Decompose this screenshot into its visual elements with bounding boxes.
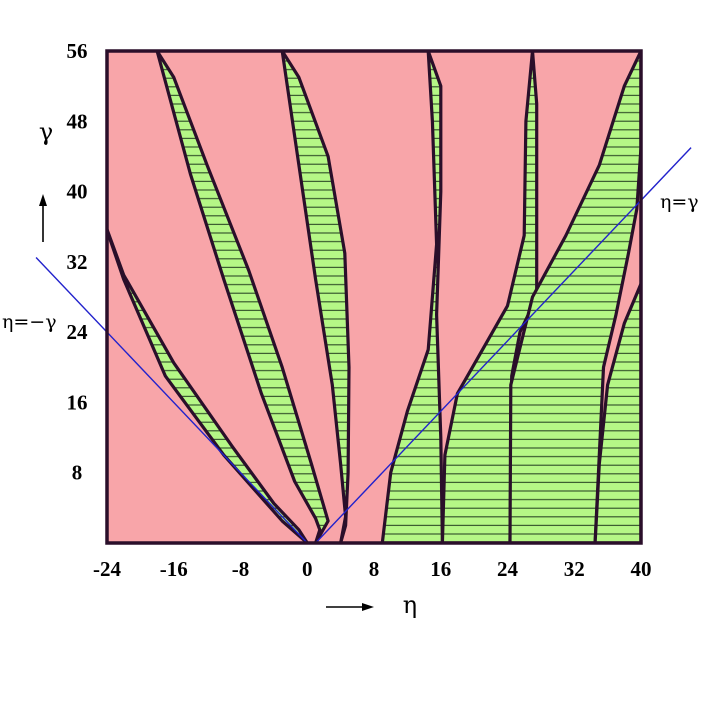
plot-frame [105, 49, 643, 545]
band-region-2 [155, 51, 330, 543]
y-tick-label: 24 [67, 320, 89, 344]
x-tick-label: 8 [369, 557, 380, 581]
x-tick-label: 16 [430, 557, 451, 581]
band-region-3 [280, 51, 351, 543]
band-region-7 [593, 282, 641, 543]
y-tick-label: 48 [67, 109, 88, 133]
x-axis-label: η [403, 591, 417, 619]
x-tick-label: 40 [631, 557, 652, 581]
y-tick-label: 40 [67, 180, 88, 204]
x-tick-label: -24 [93, 557, 121, 581]
x-axis-arrow [326, 603, 374, 611]
line-label-eta-equals-gamma: η=γ [660, 191, 699, 213]
line-label-eta-equals-minus-gamma: η=−γ [2, 311, 57, 333]
x-tick-label: -16 [160, 557, 188, 581]
x-tick-label: 24 [497, 557, 519, 581]
y-tick-labels: 8 16 24 32 40 48 56 [67, 39, 89, 485]
x-tick-labels: -24 -16 -8 0 8 16 24 32 40 [93, 557, 652, 581]
line-eta-equals-minus-gamma [35, 256, 308, 544]
band-region-5 [440, 51, 539, 543]
guide-lines [35, 147, 692, 544]
band-region-4 [380, 51, 444, 543]
line-eta-equals-gamma [315, 147, 692, 544]
plot-area [35, 49, 692, 545]
x-tick-label: 0 [302, 557, 313, 581]
band-region-6 [508, 51, 641, 543]
x-tick-label: -8 [232, 557, 250, 581]
x-tick-label: 32 [564, 557, 585, 581]
y-axis-arrow [39, 194, 47, 242]
y-tick-label: 32 [67, 250, 88, 274]
y-tick-label: 8 [72, 461, 83, 485]
band-regions [107, 51, 641, 543]
y-tick-label: 56 [67, 39, 88, 63]
y-tick-label: 16 [67, 390, 88, 414]
y-axis-label: γ [39, 118, 53, 146]
